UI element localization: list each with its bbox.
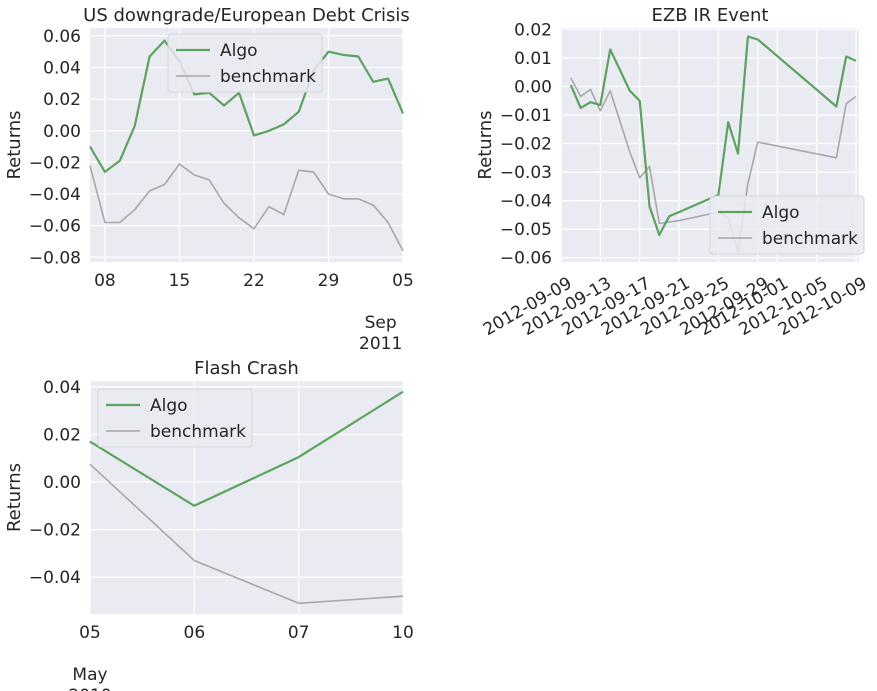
legend: Algo benchmark bbox=[709, 195, 865, 255]
y-tick-label: −0.06 bbox=[29, 217, 81, 237]
y-tick-label: −0.04 bbox=[29, 185, 81, 205]
y-tick-label: 0.00 bbox=[514, 78, 552, 98]
legend: Algo benchmark bbox=[97, 388, 253, 448]
series-line-algo bbox=[89, 39, 405, 173]
legend-label-algo: Algo bbox=[150, 396, 188, 416]
y-tick-label: 0.04 bbox=[43, 378, 81, 398]
legend-label-benchmark: benchmark bbox=[762, 229, 858, 249]
x-tick-label: 08 bbox=[94, 271, 116, 291]
x-tick-label: 07 bbox=[288, 623, 310, 643]
chart-title: EZB IR Event bbox=[652, 5, 769, 26]
chart-title: Flash Crash bbox=[194, 358, 299, 379]
y-tick-label: −0.02 bbox=[500, 135, 552, 155]
y-axis-label: Returns bbox=[4, 110, 25, 179]
y-tick-label: 0.02 bbox=[43, 425, 81, 445]
y-tick-label: 0.06 bbox=[43, 27, 81, 47]
legend-box bbox=[97, 388, 253, 448]
y-tick-label: 0.00 bbox=[43, 473, 81, 493]
y-tick-label: −0.01 bbox=[500, 106, 552, 126]
y-tick-label: −0.06 bbox=[500, 249, 552, 269]
series-line-algo bbox=[569, 35, 857, 236]
chart-us-downgrade: −0.08 −0.06 −0.04 −0.02 0.00 0.02 0.04 0.06 08 15… bbox=[4, 5, 414, 354]
y-tick-label: −0.03 bbox=[500, 163, 552, 183]
chart-flash-crash: −0.04 −0.02 0.00 0.02 0.04 05 06 07 10 May2010 Fla… bbox=[4, 358, 414, 691]
legend-label-algo: Algo bbox=[220, 41, 258, 61]
y-tick-label: 0.00 bbox=[43, 122, 81, 142]
legend-label-algo: Algo bbox=[762, 203, 800, 223]
chart-ezb-ir-event: −0.06 −0.05 −0.04 −0.03 −0.02 −0.01 0.00 0.01 0.… bbox=[475, 5, 871, 340]
y-tick-label: 0.02 bbox=[43, 90, 81, 110]
y-axis-label: Returns bbox=[475, 110, 496, 179]
y-tick-label: 0.04 bbox=[43, 59, 81, 79]
legend-label-benchmark: benchmark bbox=[150, 422, 246, 442]
series-line-benchmark bbox=[89, 463, 404, 605]
chart-title: US downgrade/European Debt Crisis bbox=[83, 5, 410, 26]
y-tick-label: −0.02 bbox=[29, 521, 81, 541]
y-tick-label: −0.05 bbox=[500, 220, 552, 240]
y-tick-label: −0.04 bbox=[500, 192, 552, 212]
legend-box bbox=[709, 195, 865, 255]
y-tick-label: −0.04 bbox=[29, 568, 81, 588]
x-tick-label: 05 bbox=[79, 623, 101, 643]
series-line-algo bbox=[89, 390, 404, 507]
y-tick-label: 0.02 bbox=[514, 20, 552, 40]
y-tick-label: 0.01 bbox=[514, 49, 552, 69]
y-axis-label: Returns bbox=[4, 463, 25, 532]
x-tick-period-label: 2010 bbox=[68, 686, 111, 691]
y-tick-label: −0.08 bbox=[29, 248, 81, 268]
x-tick-label: 10 bbox=[392, 623, 414, 643]
x-tick-label: 29 bbox=[318, 271, 340, 291]
series-line-benchmark bbox=[570, 77, 857, 253]
x-tick-label: 05 bbox=[392, 271, 414, 291]
x-tick-label: 15 bbox=[169, 271, 191, 291]
legend: Algo benchmark bbox=[167, 33, 323, 93]
series-line-benchmark bbox=[89, 163, 404, 252]
legend-box bbox=[167, 33, 323, 93]
legend-label-benchmark: benchmark bbox=[220, 67, 316, 87]
x-tick-period-label: May bbox=[72, 665, 107, 685]
x-tick-period-label: Sep bbox=[365, 313, 397, 333]
x-tick-period-label: 2011 bbox=[359, 334, 402, 354]
x-tick-label: 06 bbox=[184, 623, 206, 643]
x-tick-label: 22 bbox=[243, 271, 265, 291]
y-tick-label: −0.02 bbox=[29, 153, 81, 173]
